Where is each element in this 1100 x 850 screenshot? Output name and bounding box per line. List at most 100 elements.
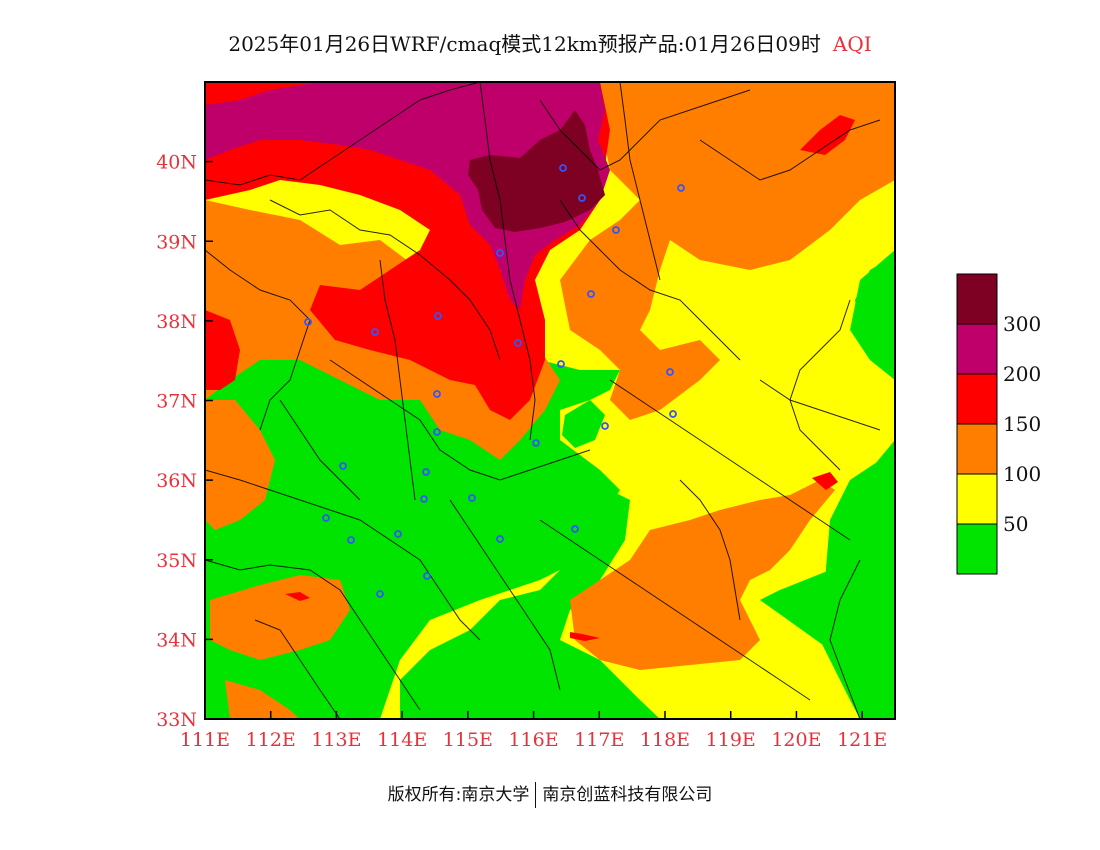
station-marker	[587, 290, 595, 298]
boundary-line	[619, 82, 661, 281]
station-marker	[612, 226, 620, 234]
y-tick-label: 35N	[156, 550, 197, 572]
station-marker	[514, 339, 522, 347]
boundary-line	[759, 379, 881, 431]
boundary-line	[789, 299, 851, 471]
field-orange-south-east	[570, 480, 835, 670]
copyright-text: 版权所有:南京大学	[387, 785, 530, 805]
x-tick-label: 117E	[574, 729, 624, 751]
y-tick-label: 36N	[156, 470, 197, 492]
map-axes: 111E 112E 113E 114E 115E 116E 117E 118E 119E 120E…	[156, 152, 887, 751]
field-orange-south-strip	[225, 680, 300, 719]
x-tick-label: 116E	[509, 729, 559, 751]
field-green-patch-east	[760, 440, 895, 719]
x-tick-label: 118E	[640, 729, 690, 751]
footer-separator	[535, 782, 537, 808]
boundary-line	[539, 519, 811, 701]
boundary-line	[269, 199, 501, 361]
legend-swatch	[956, 523, 998, 575]
boundary-line	[205, 82, 481, 186]
x-tick-label: 119E	[706, 729, 756, 751]
boundary-line	[479, 82, 536, 441]
title-text: 2025年01月26日WRF/cmaq模式12km预报产品:01月26日09时	[228, 32, 821, 56]
y-tick-label: 33N	[156, 709, 197, 731]
station-marker	[376, 590, 384, 598]
legend-swatch	[956, 323, 998, 375]
legend-swatch	[956, 473, 998, 525]
station-marker	[347, 536, 355, 544]
station-marker	[394, 530, 402, 538]
field-magenta-north	[205, 82, 610, 310]
station-marker	[677, 184, 685, 192]
station-marker	[423, 572, 431, 580]
station-marker	[420, 495, 428, 503]
y-tick-label: 39N	[156, 231, 197, 253]
field-orange-north-east	[560, 82, 895, 420]
legend-swatch	[956, 373, 998, 425]
station-marker	[559, 164, 567, 172]
station-marker	[434, 312, 442, 320]
station-marker	[578, 194, 586, 202]
boundary-line	[254, 619, 341, 719]
boundary-line	[559, 199, 741, 361]
y-tick-label: 37N	[156, 391, 197, 413]
legend-label: 150	[1003, 412, 1041, 436]
boundary-line	[829, 559, 861, 719]
boundary-line	[205, 469, 481, 641]
station-marker	[496, 249, 504, 257]
company-name: 南京创蓝科技有限公司	[542, 785, 713, 805]
y-tick-label: 34N	[156, 629, 197, 651]
station-marker	[422, 468, 430, 476]
legend-swatch	[956, 423, 998, 475]
boundary-line	[539, 89, 751, 171]
y-tick-label: 38N	[156, 311, 197, 333]
boundary-line	[699, 119, 881, 181]
boundary-line	[279, 399, 361, 501]
station-marker	[468, 494, 476, 502]
field-red-spot-1	[285, 592, 310, 601]
station-markers	[304, 164, 685, 598]
chart-title: 2025年01月26日WRF/cmaq模式12km预报产品:01月26日09时 A…	[0, 28, 1100, 57]
field-orange-west	[205, 400, 275, 530]
field-green-patch-bohai	[855, 255, 895, 350]
x-tick-label: 112E	[246, 729, 296, 751]
station-marker	[532, 439, 540, 447]
field-red-spot-3	[812, 472, 838, 490]
x-tick-label: 114E	[377, 729, 427, 751]
legend-label: 50	[1003, 512, 1028, 536]
boundary-line	[609, 379, 851, 541]
station-marker	[433, 428, 441, 436]
station-marker	[557, 360, 565, 368]
boundary-line	[379, 259, 416, 501]
legend-label: 200	[1003, 362, 1041, 386]
boundary-line	[329, 359, 591, 481]
station-marker	[669, 410, 677, 418]
field-green-patch-south	[400, 490, 660, 719]
field-red-northeast-spot	[800, 115, 855, 155]
legend-swatch	[956, 273, 998, 325]
field-red-spot-2	[570, 632, 600, 641]
boundary-line	[205, 559, 421, 711]
y-tick-label: 40N	[156, 152, 197, 174]
footer: 版权所有:南京大学 南京创蓝科技有限公司	[0, 780, 1100, 808]
station-marker	[433, 390, 441, 398]
x-tick-label: 111E	[180, 729, 230, 751]
station-marker	[496, 535, 504, 543]
admin-boundaries	[205, 82, 881, 719]
station-marker	[571, 525, 579, 533]
station-marker	[322, 514, 330, 522]
boundary-line	[679, 479, 741, 621]
field-orange-south-west	[210, 575, 350, 660]
station-marker	[601, 422, 609, 430]
station-marker	[339, 462, 347, 470]
field-red-west	[205, 310, 240, 390]
x-tick-label: 113E	[311, 729, 361, 751]
aqi-legend: 300 200 150 100 50	[956, 273, 1041, 575]
x-tick-label: 115E	[443, 729, 493, 751]
legend-label: 100	[1003, 462, 1041, 486]
station-marker	[304, 318, 312, 326]
aqi-field	[205, 82, 895, 719]
x-tick-label: 120E	[771, 729, 821, 751]
boundary-line	[449, 499, 561, 691]
